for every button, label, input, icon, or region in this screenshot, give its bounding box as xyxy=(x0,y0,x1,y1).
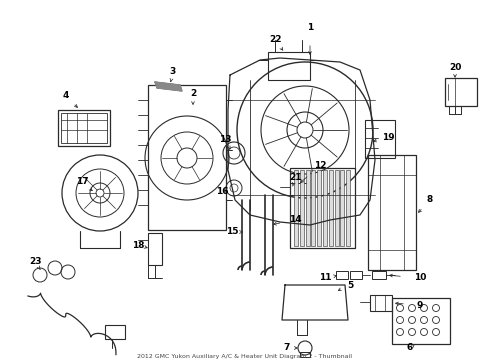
Text: 5: 5 xyxy=(346,280,352,289)
FancyBboxPatch shape xyxy=(299,170,303,246)
Text: 23: 23 xyxy=(29,257,41,266)
Text: 16: 16 xyxy=(215,188,228,197)
Text: 18: 18 xyxy=(131,240,144,249)
FancyBboxPatch shape xyxy=(311,170,315,246)
Text: 3: 3 xyxy=(169,68,176,77)
Text: 9: 9 xyxy=(416,301,422,310)
FancyBboxPatch shape xyxy=(293,170,297,246)
Text: 8: 8 xyxy=(426,195,432,204)
Polygon shape xyxy=(155,82,182,91)
Text: 4: 4 xyxy=(62,91,69,100)
FancyBboxPatch shape xyxy=(328,170,332,246)
Text: 15: 15 xyxy=(225,228,238,237)
FancyBboxPatch shape xyxy=(340,170,344,246)
Text: 10: 10 xyxy=(413,274,426,283)
FancyBboxPatch shape xyxy=(346,170,349,246)
Text: 13: 13 xyxy=(218,135,231,144)
Text: 14: 14 xyxy=(288,216,301,225)
Text: 20: 20 xyxy=(448,63,460,72)
Text: 2: 2 xyxy=(189,89,196,98)
Text: 2012 GMC Yukon Auxiliary A/C & Heater Unit Diagram 2 - Thumbnail: 2012 GMC Yukon Auxiliary A/C & Heater Un… xyxy=(137,354,351,359)
FancyBboxPatch shape xyxy=(317,170,321,246)
Text: 6: 6 xyxy=(406,343,412,352)
Text: 21: 21 xyxy=(288,174,301,183)
Text: 19: 19 xyxy=(381,134,393,143)
Text: 1: 1 xyxy=(306,23,312,32)
Text: 17: 17 xyxy=(76,177,88,186)
Text: 7: 7 xyxy=(283,343,289,352)
Text: 11: 11 xyxy=(318,274,330,283)
Text: 22: 22 xyxy=(268,36,281,45)
FancyBboxPatch shape xyxy=(323,170,326,246)
Text: 12: 12 xyxy=(313,161,325,170)
FancyBboxPatch shape xyxy=(305,170,309,246)
FancyBboxPatch shape xyxy=(334,170,338,246)
